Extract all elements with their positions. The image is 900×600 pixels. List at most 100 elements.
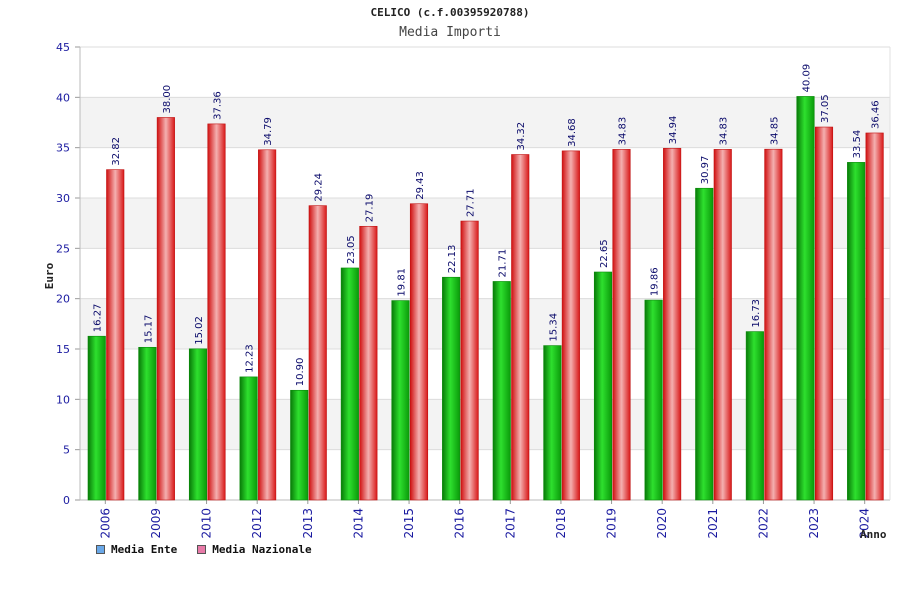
data-label: 34.85: [769, 117, 780, 146]
data-label: 22.65: [599, 239, 610, 268]
y-tick-label: 20: [56, 293, 70, 306]
x-tick-label: 2013: [301, 508, 315, 539]
data-label: 19.81: [397, 268, 408, 297]
bar-ente: [290, 389, 309, 501]
data-label: 10.90: [295, 358, 306, 387]
data-label: 15.17: [143, 315, 154, 344]
bar-nazionale: [713, 149, 732, 501]
y-axis-label: Euro: [43, 262, 56, 289]
data-label: 34.94: [668, 116, 679, 145]
bar-nazionale: [460, 220, 479, 501]
data-label: 37.36: [213, 91, 224, 120]
y-tick-label: 0: [63, 494, 70, 507]
data-label: 16.27: [93, 304, 104, 333]
data-label: 15.34: [548, 313, 559, 342]
data-label: 27.71: [466, 188, 477, 217]
x-tick-label: 2010: [200, 508, 214, 539]
bar-ente: [138, 346, 157, 501]
y-tick-label: 25: [56, 242, 70, 255]
data-label: 15.02: [194, 316, 205, 345]
data-label: 40.09: [802, 64, 813, 93]
x-tick-label: 2012: [250, 508, 264, 539]
bar-ente: [796, 96, 815, 501]
grid-band: [80, 47, 890, 98]
data-label: 19.86: [650, 267, 661, 296]
bar-ente: [695, 187, 714, 501]
bar-ente: [87, 335, 106, 501]
data-label: 16.73: [751, 299, 762, 328]
x-tick-label: 2006: [98, 508, 112, 539]
legend: Media Ente Media Nazionale: [96, 543, 312, 556]
bar-ente: [593, 271, 613, 501]
legend-label-ente: Media Ente: [111, 543, 178, 556]
bar-ente: [391, 300, 410, 501]
x-tick-label: 2020: [655, 508, 669, 539]
legend-swatch-ente: [96, 545, 105, 554]
bar-nazionale: [612, 149, 631, 501]
data-label: 36.46: [871, 100, 882, 129]
data-label: 33.54: [852, 130, 863, 159]
y-tick-label: 15: [56, 343, 70, 356]
bar-nazionale: [106, 169, 125, 501]
data-label: 29.24: [314, 173, 325, 202]
legend-item-ente: Media Ente: [96, 543, 177, 556]
bar-nazionale: [409, 203, 429, 501]
chart-subtitle: Media Importi: [399, 25, 501, 40]
bar-nazionale: [258, 149, 277, 501]
data-label: 34.83: [719, 117, 730, 146]
bar-nazionale: [561, 150, 580, 501]
bar-ente: [442, 276, 461, 501]
data-label: 34.79: [263, 117, 274, 146]
bar-ente: [492, 281, 511, 501]
chart-title: CELICO (c.f.00395920788): [370, 6, 530, 19]
x-axis-label: Anno: [860, 528, 887, 541]
bar-nazionale: [865, 132, 884, 501]
x-tick-label: 2019: [605, 508, 619, 539]
y-tick-label: 30: [56, 192, 70, 205]
x-tick-label: 2021: [706, 508, 720, 539]
legend-swatch-nazionale: [197, 545, 207, 554]
x-tick-label: 2014: [351, 508, 365, 539]
y-tick-label: 35: [56, 142, 70, 155]
x-tick-label: 2018: [554, 508, 568, 539]
x-tick-label: 2023: [807, 508, 821, 539]
bar-ente: [543, 345, 562, 501]
data-label: 23.05: [346, 235, 357, 264]
data-label: 34.83: [618, 117, 629, 146]
legend-label-nazionale: Media Nazionale: [212, 543, 312, 556]
y-tick-label: 5: [63, 444, 70, 457]
y-tick-label: 10: [56, 393, 70, 406]
bar-nazionale: [308, 205, 327, 501]
data-label: 38.00: [162, 85, 173, 114]
x-tick-label: 2017: [503, 508, 517, 539]
bar-ente: [745, 331, 764, 501]
data-label: 22.13: [447, 245, 458, 274]
data-label: 32.82: [111, 137, 122, 166]
data-label: 37.05: [820, 94, 831, 123]
y-tick-label: 45: [56, 41, 70, 54]
bar-ente: [644, 299, 663, 501]
bar-nazionale: [207, 123, 226, 501]
data-label: 34.32: [516, 122, 527, 151]
bar-ente: [340, 267, 359, 501]
legend-item-nazionale: Media Nazionale: [197, 543, 312, 556]
data-label: 30.97: [700, 156, 711, 185]
bar-nazionale: [156, 117, 175, 501]
x-tick-label: 2016: [453, 508, 467, 539]
bar-ente: [239, 376, 258, 501]
tick-labels: 0 5 10 15 20 25 30 35 40 45 2006 2009 2010 2012 2013 20…: [56, 41, 872, 539]
data-label: 29.43: [415, 171, 426, 200]
data-label: 21.71: [498, 249, 509, 278]
data-label: 27.19: [364, 194, 375, 223]
x-tick-label: 2024: [858, 508, 872, 539]
bar-nazionale: [511, 154, 530, 501]
value-labels: 16.27 32.82 15.17 38.00 15.02 37.36 12.23 34.79…: [93, 64, 882, 386]
bar-nazionale: [814, 126, 834, 501]
x-tick-label: 2022: [756, 508, 770, 539]
data-label: 34.68: [567, 118, 578, 147]
x-tick-label: 2009: [149, 508, 163, 539]
bar-ente: [847, 162, 866, 501]
bar-nazionale: [359, 225, 378, 501]
x-tick-label: 2015: [402, 508, 416, 539]
